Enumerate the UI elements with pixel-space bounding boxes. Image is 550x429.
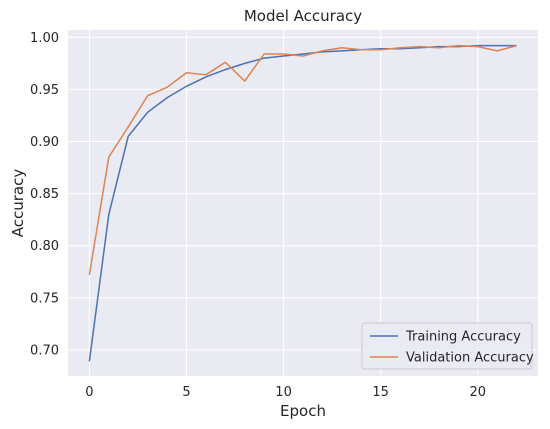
y-tick-label: 0.95 <box>30 83 59 98</box>
legend: Training Accuracy Validation Accuracy <box>361 322 534 370</box>
y-tick-labels: 0.70 0.75 0.80 0.85 0.90 0.95 1.00 <box>30 31 59 359</box>
legend-label: Training Accuracy <box>405 330 521 345</box>
series-line-validation <box>88 44 517 276</box>
y-axis-label: Accuracy <box>9 169 27 238</box>
y-tick-label: 0.85 <box>30 187 59 202</box>
x-tick-label: 20 <box>470 385 487 400</box>
legend-label: Validation Accuracy <box>406 351 534 366</box>
y-tick-label: 0.90 <box>30 135 59 150</box>
x-tick-label: 5 <box>182 385 190 400</box>
y-tick-label: 1.00 <box>30 31 59 46</box>
legend-box <box>361 322 533 370</box>
y-tick-label: 0.75 <box>30 291 59 306</box>
x-axis-label: Epoch <box>280 402 326 420</box>
grid <box>68 30 538 376</box>
x-tick-label: 10 <box>275 385 292 400</box>
y-tick-label: 0.70 <box>30 343 59 358</box>
x-tick-labels: 0 5 10 15 20 <box>85 385 486 400</box>
plot-area <box>68 30 538 376</box>
y-tick-label: 0.80 <box>30 239 59 254</box>
x-tick-label: 0 <box>85 385 93 400</box>
chart-title: Model Accuracy <box>244 7 362 25</box>
x-tick-label: 15 <box>372 385 389 400</box>
series-lines <box>88 44 517 362</box>
